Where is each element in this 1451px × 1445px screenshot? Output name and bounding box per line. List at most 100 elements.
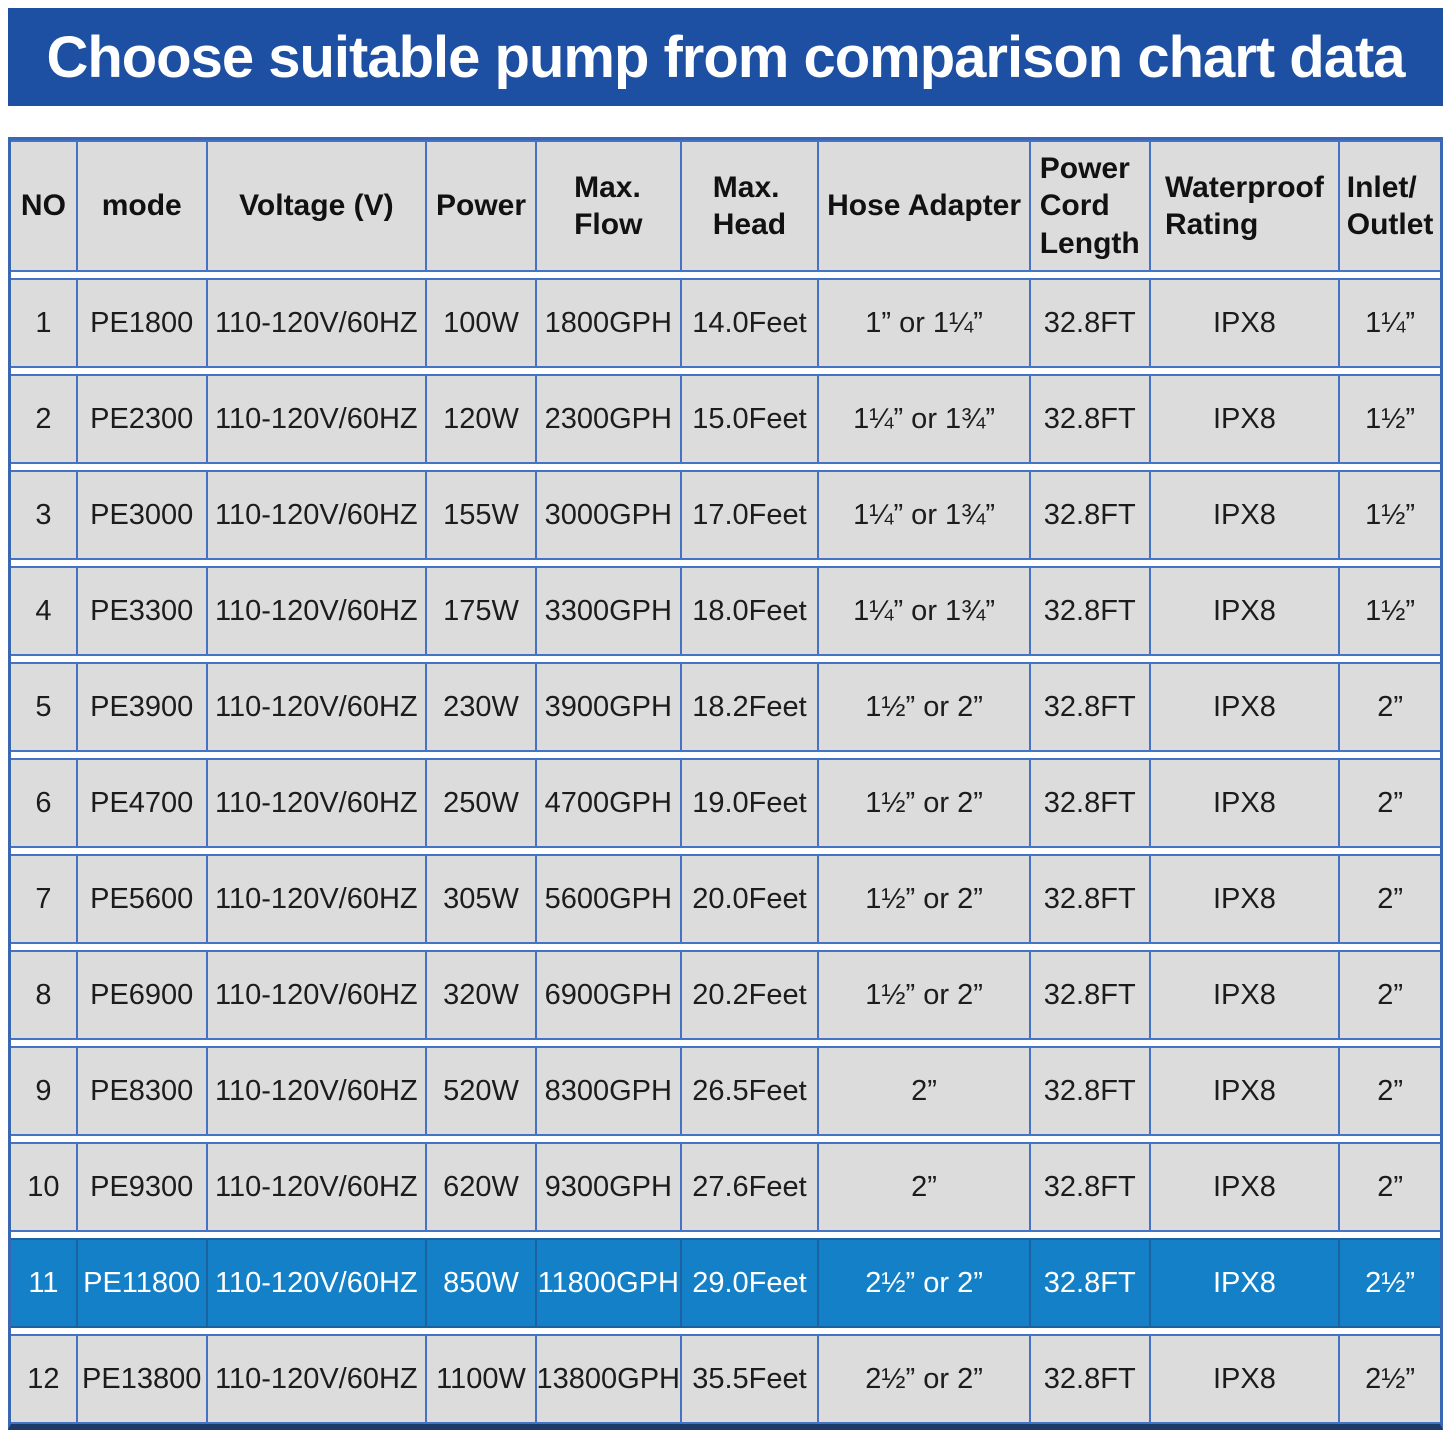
table-cell: 1¼” (1338, 278, 1440, 368)
table-cell: IPX8 (1148, 374, 1339, 464)
table-cell: 110-120V/60HZ (205, 278, 426, 368)
table-cell: 32.8FT (1028, 374, 1149, 464)
table-cell: IPX8 (1148, 470, 1339, 560)
table-cell: 18.0Feet (679, 566, 818, 656)
table-cell: PE11800 (75, 1238, 206, 1328)
table-cell: 2½” or 2” (817, 1334, 1029, 1424)
table-cell: PE3900 (75, 662, 206, 752)
table-cell: 13800GPH (534, 1334, 680, 1424)
table-cell: 230W (425, 662, 535, 752)
table-cell: 2 (11, 374, 76, 464)
table-cell: 120W (425, 374, 535, 464)
table-cell: 27.6Feet (679, 1142, 818, 1232)
table-cell: IPX8 (1148, 1046, 1339, 1136)
table-cell: 2” (1338, 1142, 1440, 1232)
table-cell: 9300GPH (534, 1142, 680, 1232)
table-cell: 1½” or 2” (817, 662, 1029, 752)
table-cell: IPX8 (1148, 566, 1339, 656)
table-cell: 11800GPH (534, 1238, 680, 1328)
table-cell: IPX8 (1148, 1142, 1339, 1232)
table-cell: 32.8FT (1028, 1334, 1149, 1424)
table-cell: 6900GPH (534, 950, 680, 1040)
table-cell: 620W (425, 1142, 535, 1232)
table-cell: 5600GPH (534, 854, 680, 944)
table-cell: IPX8 (1148, 1334, 1339, 1424)
table-cell: 1” or 1¼” (817, 278, 1029, 368)
table-cell: 1½” (1338, 470, 1440, 560)
table-cell: 110-120V/60HZ (205, 1334, 426, 1424)
column-header: Waterproof Rating (1148, 140, 1339, 272)
table-cell: 110-120V/60HZ (205, 566, 426, 656)
table-cell: PE3300 (75, 566, 206, 656)
column-header: Power (425, 140, 535, 272)
table-cell: PE9300 (75, 1142, 206, 1232)
table-cell: 2” (817, 1142, 1029, 1232)
table-cell: 1 (11, 278, 76, 368)
table-cell: 3300GPH (534, 566, 680, 656)
table-cell: 20.0Feet (679, 854, 818, 944)
table-cell: 1½” (1338, 374, 1440, 464)
table-cell: 2300GPH (534, 374, 680, 464)
table-cell: 2” (1338, 854, 1440, 944)
table-cell: 1¼” or 1¾” (817, 470, 1029, 560)
table-cell: 2” (1338, 758, 1440, 848)
table-cell: 3900GPH (534, 662, 680, 752)
table-cell: 7 (11, 854, 76, 944)
table-cell: 18.2Feet (679, 662, 818, 752)
table-cell: 35.5Feet (679, 1334, 818, 1424)
table-cell: 32.8FT (1028, 566, 1149, 656)
table-cell: PE1800 (75, 278, 206, 368)
table-cell: 250W (425, 758, 535, 848)
table-cell: 1100W (425, 1334, 535, 1424)
column-header: NO (11, 140, 76, 272)
table-cell: PE13800 (75, 1334, 206, 1424)
table-cell: 110-120V/60HZ (205, 758, 426, 848)
column-header: Voltage (V) (205, 140, 426, 272)
table-cell: 32.8FT (1028, 278, 1149, 368)
table-cell: 2½” or 2” (817, 1238, 1029, 1328)
table-cell: 320W (425, 950, 535, 1040)
table-cell: 32.8FT (1028, 1238, 1149, 1328)
table-cell: 2½” (1338, 1334, 1440, 1424)
table-cell: IPX8 (1148, 854, 1339, 944)
column-header: Hose Adapter (817, 140, 1029, 272)
table-cell: 5 (11, 662, 76, 752)
column-header: Inlet/ Outlet (1338, 140, 1440, 272)
table-wrapper: NO mode Voltage (V) Power Max. Flow Max. Head… (8, 137, 1443, 1430)
table-cell: PE5600 (75, 854, 206, 944)
table-cell: 155W (425, 470, 535, 560)
table-cell: 17.0Feet (679, 470, 818, 560)
table-cell: 1½” or 2” (817, 758, 1029, 848)
table-cell: 2” (1338, 1046, 1440, 1136)
table-cell: 32.8FT (1028, 758, 1149, 848)
table-cell: 32.8FT (1028, 1142, 1149, 1232)
table-cell: 4700GPH (534, 758, 680, 848)
page-title: Choose suitable pump from comparison cha… (46, 24, 1405, 90)
table-cell: 12 (11, 1334, 76, 1424)
table-cell: 11 (11, 1238, 76, 1328)
table-cell: 110-120V/60HZ (205, 470, 426, 560)
table-cell: 19.0Feet (679, 758, 818, 848)
table-cell: IPX8 (1148, 1238, 1339, 1328)
table-cell: 3 (11, 470, 76, 560)
table-cell: 14.0Feet (679, 278, 818, 368)
table-cell: 520W (425, 1046, 535, 1136)
table-cell: 4 (11, 566, 76, 656)
table-cell: PE8300 (75, 1046, 206, 1136)
table-cell: 29.0Feet (679, 1238, 818, 1328)
table-cell: 110-120V/60HZ (205, 374, 426, 464)
table-cell: 110-120V/60HZ (205, 662, 426, 752)
table-cell: 1¼” or 1¾” (817, 566, 1029, 656)
table-cell: IPX8 (1148, 278, 1339, 368)
column-header: Max. Flow (534, 140, 680, 272)
table-cell: 305W (425, 854, 535, 944)
table-cell: PE4700 (75, 758, 206, 848)
table-cell: 32.8FT (1028, 662, 1149, 752)
column-header: Max. Head (679, 140, 818, 272)
table-cell: PE3000 (75, 470, 206, 560)
table-cell: 6 (11, 758, 76, 848)
table-cell: 1½” or 2” (817, 854, 1029, 944)
table-cell: 2” (1338, 950, 1440, 1040)
table-cell: 110-120V/60HZ (205, 1142, 426, 1232)
table-cell: 1¼” or 1¾” (817, 374, 1029, 464)
